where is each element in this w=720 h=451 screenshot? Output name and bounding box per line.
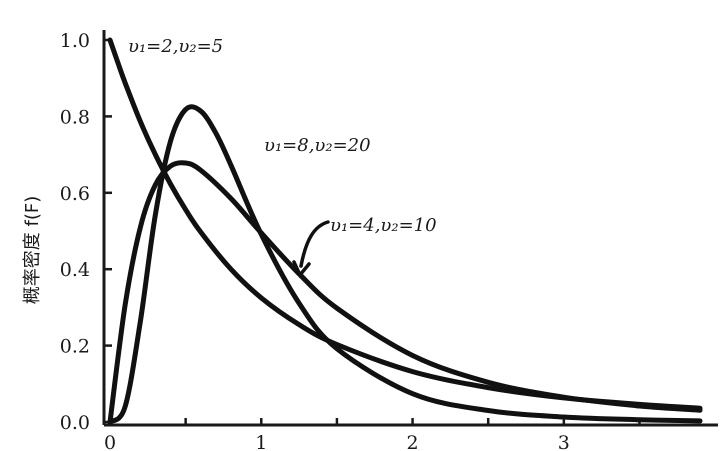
y-tick-label: 1.0	[60, 30, 90, 52]
y-tick-label: 0.4	[60, 259, 90, 281]
y-tick-label: 0.8	[60, 106, 90, 128]
curve-label-4-10: υ₁=4,υ₂=10	[330, 215, 437, 236]
x-tick-label: 3	[558, 432, 570, 451]
y-axis-title: 概率密度 f(F)	[22, 196, 43, 304]
curve-label-8-20: υ₁=8,υ₂=20	[264, 135, 371, 156]
curves-group	[107, 37, 703, 425]
x-tick-label: 1	[255, 432, 267, 451]
label-pointer-arrow	[299, 220, 330, 268]
label-pointer-arrowhead	[292, 260, 311, 279]
series-line-1	[107, 37, 703, 411]
series-line-2	[107, 160, 703, 425]
x-tick-label: 2	[407, 432, 419, 451]
tick-group: 0.0 0.2 0.4 0.6 0.8 1.0 0 1 2 3	[60, 30, 641, 451]
y-tick-label: 0.6	[60, 183, 90, 205]
curve-label-2-5: υ₁=2,υ₂=5	[128, 36, 223, 57]
y-tick-label: 0.2	[60, 336, 90, 358]
x-tick-label: 0	[104, 432, 116, 451]
y-tick-label: 0.0	[60, 412, 90, 434]
series-line-3	[107, 104, 703, 425]
